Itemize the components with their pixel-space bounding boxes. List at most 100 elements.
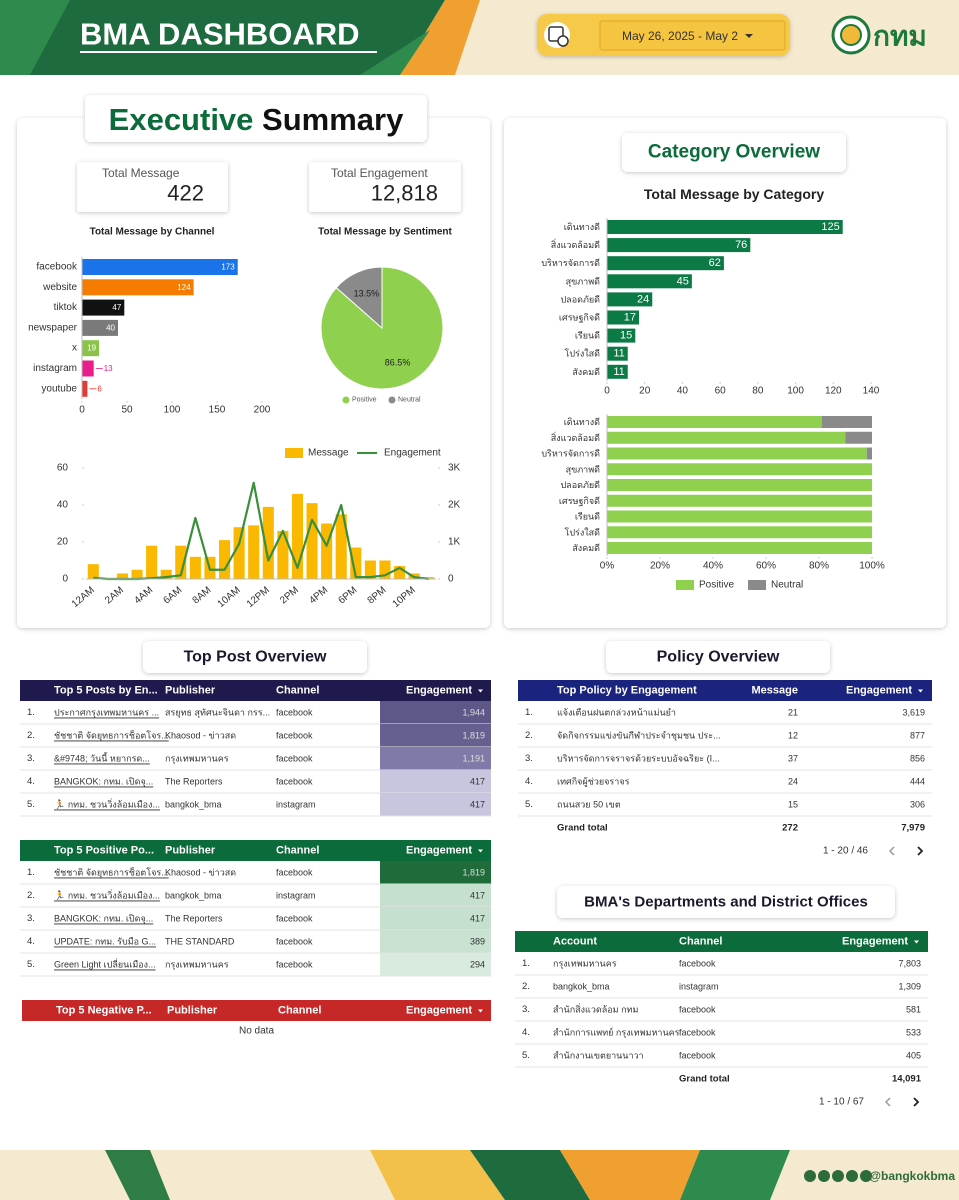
section-badge bbox=[606, 641, 830, 673]
social-icon[interactable] bbox=[818, 1170, 830, 1182]
next-page[interactable] bbox=[913, 1097, 920, 1107]
heat-cell bbox=[380, 747, 491, 770]
bar bbox=[219, 540, 231, 579]
sort-indicator[interactable] bbox=[478, 849, 483, 853]
x-tick-label: 50 bbox=[121, 405, 133, 416]
social-icon[interactable] bbox=[860, 1170, 872, 1182]
pie-slice bbox=[335, 266, 383, 330]
header: BMA DASHBOARD May 26, 2025 - May 2 กทม bbox=[0, 0, 959, 75]
column-header[interactable]: Engagement bbox=[406, 845, 472, 857]
category-label: บริหารจัดการดี bbox=[541, 449, 600, 459]
grand-total: Grand total bbox=[679, 1074, 730, 1085]
cell: 24 bbox=[788, 777, 798, 787]
footer-shape bbox=[105, 1150, 170, 1200]
prev-page[interactable] bbox=[884, 1097, 891, 1107]
row-rank: 5. bbox=[27, 799, 35, 810]
column-header: Publisher bbox=[165, 685, 216, 697]
category-label: สิ่งแวดล้อมดี bbox=[551, 431, 600, 443]
value-label: 24 bbox=[637, 293, 649, 305]
cell: เทศกิจผู้ช่วยจราจร bbox=[557, 777, 630, 788]
category-label: โปร่งใสดี bbox=[564, 349, 600, 359]
value-label: 47 bbox=[112, 303, 121, 312]
calendar-icon bbox=[548, 26, 564, 42]
row-rank: 1. bbox=[27, 867, 35, 878]
bar bbox=[321, 523, 333, 579]
social-icon[interactable] bbox=[846, 1170, 858, 1182]
x-tick-label: 40% bbox=[703, 561, 723, 572]
section-badge bbox=[85, 95, 427, 142]
grand-total: 7,979 bbox=[901, 823, 925, 834]
column-header: Channel bbox=[278, 1005, 321, 1017]
value-label: 62 bbox=[709, 257, 721, 269]
sort-indicator[interactable] bbox=[478, 1009, 483, 1013]
bar-segment bbox=[607, 447, 867, 460]
cell: สรยุทธ สุทัศนะจินดา กรร... bbox=[165, 708, 270, 719]
row-rank: 3. bbox=[27, 913, 35, 924]
grand-total: Grand total bbox=[557, 823, 608, 834]
social-icon[interactable] bbox=[804, 1170, 816, 1182]
column-header: Top 5 Negative P... bbox=[56, 1005, 152, 1017]
kpi-label: Total Engagement bbox=[331, 166, 428, 180]
cell: facebook bbox=[276, 708, 313, 718]
cell: bangkok_bma bbox=[165, 891, 222, 901]
post-link[interactable]: 🏃 กทม. ชวนวิ่งล้อมเมือง... bbox=[54, 798, 160, 810]
bar bbox=[175, 545, 187, 579]
column-header[interactable]: Engagement bbox=[842, 936, 908, 948]
bar bbox=[82, 279, 194, 296]
post-link[interactable]: BANGKOK: กทม. เปิดจุ... bbox=[54, 914, 153, 925]
social-icon[interactable] bbox=[832, 1170, 844, 1182]
column-header[interactable]: Engagement bbox=[846, 685, 912, 697]
sort-indicator[interactable] bbox=[914, 940, 919, 944]
post-link[interactable]: Green Light เปลี่ยนเมือง... bbox=[54, 958, 156, 970]
footer-shape bbox=[560, 1150, 700, 1200]
bar bbox=[291, 493, 303, 579]
post-link[interactable]: UPDATE: กทม. รับมือ G... bbox=[54, 937, 156, 947]
date-field[interactable] bbox=[599, 20, 786, 51]
date-range[interactable]: May 26, 2025 - May 2 bbox=[622, 29, 738, 43]
post-link[interactable]: ประกาศกรุงเทพมหานคร ... bbox=[54, 708, 159, 719]
column-header: Channel bbox=[679, 936, 722, 948]
cell: 856 bbox=[910, 754, 925, 764]
line bbox=[93, 481, 429, 581]
bar bbox=[116, 573, 128, 579]
y-tick-label: 0 bbox=[62, 574, 68, 585]
post-link[interactable]: ชัชชาติ จัดยุทธการช็อตโจร... bbox=[54, 866, 169, 879]
bar bbox=[394, 566, 406, 579]
row-rank: 4. bbox=[27, 776, 35, 787]
category-label: สุขภาพดี bbox=[566, 276, 601, 287]
header-shape bbox=[0, 0, 445, 75]
heat-cell bbox=[380, 861, 491, 884]
bar bbox=[607, 364, 628, 379]
legend-label: Engagement bbox=[384, 448, 441, 459]
value-label: 11 bbox=[613, 348, 624, 360]
post-link[interactable]: BANGKOK: กทม. เปิดจุ... bbox=[54, 777, 153, 788]
next-page[interactable] bbox=[917, 846, 924, 856]
sort-indicator[interactable] bbox=[918, 689, 923, 693]
cell: facebook bbox=[276, 960, 313, 970]
category-label: เรียนดี bbox=[575, 331, 600, 341]
column-header[interactable]: Engagement bbox=[406, 685, 472, 697]
legend-label: Positive bbox=[352, 397, 377, 404]
row-rank: 4. bbox=[27, 936, 35, 947]
post-link[interactable]: ชัชชาติ จัดยุทธการช็อตโจร... bbox=[54, 729, 169, 742]
row-rank: 2. bbox=[27, 890, 35, 901]
prev-page[interactable] bbox=[888, 846, 895, 856]
column-header[interactable]: Engagement bbox=[406, 1005, 472, 1017]
category-label: ปลอดภัยดี bbox=[560, 480, 600, 490]
slice-label: 13.5% bbox=[354, 289, 380, 299]
chart-title: Total Message by Category bbox=[644, 186, 824, 202]
logo-text: กทม bbox=[873, 21, 927, 52]
cell: 417 bbox=[470, 891, 485, 901]
bar bbox=[82, 319, 118, 336]
cell: bangkok_bma bbox=[553, 982, 610, 992]
sort-indicator[interactable] bbox=[478, 689, 483, 693]
post-link[interactable]: &#9748; วันนี้ หยากรด... bbox=[54, 752, 150, 764]
value-label: 76 bbox=[735, 239, 747, 251]
dropdown-arrow[interactable] bbox=[745, 34, 753, 38]
value-label: 19 bbox=[87, 344, 96, 353]
section-title: Executive Summary bbox=[109, 102, 404, 137]
post-link[interactable]: 🏃 กทม. ชวนวิ่งล้อมเมือง... bbox=[54, 889, 160, 901]
header-shape bbox=[360, 30, 430, 75]
category-label: เรียนดี bbox=[575, 512, 600, 522]
table-header bbox=[22, 1000, 491, 1021]
